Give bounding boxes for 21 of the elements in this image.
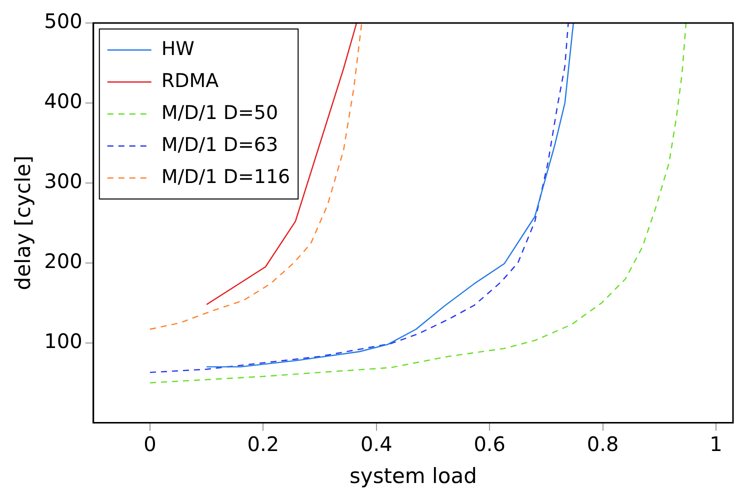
x-tick-label: 0.4 <box>360 432 392 456</box>
legend-label: M/D/1 D=116 <box>161 166 290 188</box>
y-tick-label: 100 <box>44 329 82 354</box>
y-tick-label: 500 <box>44 9 82 34</box>
x-axis-title: system load <box>349 464 477 488</box>
x-tick-label: 0.8 <box>586 432 619 456</box>
line-series <box>149 23 362 330</box>
legend-label: M/D/1 D=63 <box>161 134 278 156</box>
y-tick-label: 400 <box>44 89 82 114</box>
x-tick-label: 0.2 <box>247 432 280 456</box>
y-axis-title: delay [cycle] <box>11 156 36 290</box>
line-series <box>149 23 687 384</box>
x-tick-label: 0 <box>144 432 156 456</box>
legend-label: M/D/1 D=50 <box>161 102 278 124</box>
y-tick-label: 200 <box>44 249 82 274</box>
legend-label: RDMA <box>161 70 219 92</box>
x-tick-label: 0.6 <box>474 432 506 456</box>
y-tick-label: 300 <box>44 169 82 194</box>
legend-label: HW <box>161 38 195 60</box>
x-tick-label: 1 <box>710 432 722 456</box>
line-series <box>149 23 569 374</box>
